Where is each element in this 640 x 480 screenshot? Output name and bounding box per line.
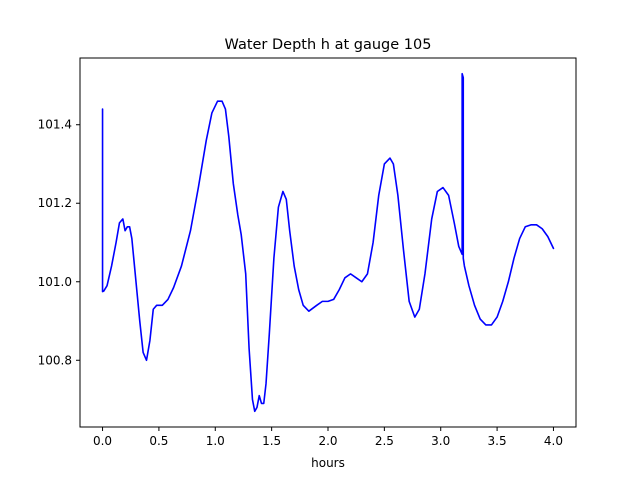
y-axis-ticks: 100.8 101.0 101.2 101.4 (38, 118, 80, 367)
y-tick-label: 101.4 (38, 118, 72, 132)
y-tick-label: 100.8 (38, 353, 72, 367)
y-tick-label: 101.2 (38, 196, 72, 210)
x-tick-label: 2.5 (375, 434, 394, 448)
x-tick-label: 1.5 (262, 434, 281, 448)
x-tick-label: 4.0 (544, 434, 563, 448)
x-axis-label: hours (311, 456, 345, 470)
x-tick-label: 2.0 (318, 434, 337, 448)
y-tick-label: 101.0 (38, 275, 72, 289)
chart-title: Water Depth h at gauge 105 (225, 37, 432, 53)
x-tick-label: 3.5 (488, 434, 507, 448)
series-line-0 (101, 72, 555, 413)
x-tick-label: 0.5 (149, 434, 168, 448)
x-tick-label: 1.0 (206, 434, 225, 448)
series-layer (101, 72, 555, 413)
x-axis-ticks: 0.0 0.5 1.0 1.5 2.0 2.5 3.0 3.5 4.0 (93, 427, 563, 448)
x-tick-label: 3.0 (431, 434, 450, 448)
x-tick-label: 0.0 (93, 434, 112, 448)
